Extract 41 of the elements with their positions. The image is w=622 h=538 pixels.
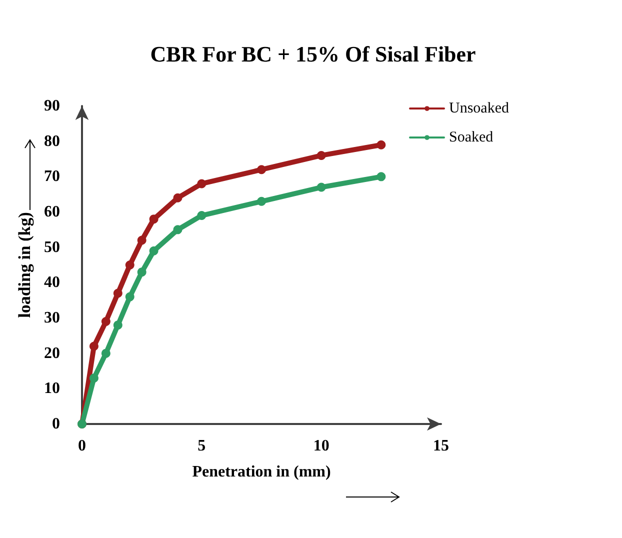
chart-title: CBR For BC + 15% Of Sisal Fiber [150, 42, 476, 66]
point [316, 182, 326, 192]
point [149, 214, 158, 224]
x-tick-label: 0 [78, 438, 86, 454]
x-axis-title: Penetration in (mm) [192, 464, 331, 480]
x-tick-label: 5 [198, 438, 206, 454]
point [137, 268, 146, 277]
point [113, 288, 122, 298]
y-tick-label: 80 [44, 132, 60, 150]
point [257, 165, 266, 174]
point [101, 348, 110, 358]
point [197, 179, 206, 188]
point [173, 225, 182, 234]
point [149, 246, 158, 256]
point [376, 172, 386, 182]
y-tick-label: 60 [44, 204, 60, 220]
point [125, 292, 134, 302]
point [89, 342, 98, 351]
legend-label: Unsoaked [449, 100, 510, 116]
legend-label: Soaked [449, 130, 494, 146]
point [173, 193, 182, 202]
y-tick-label: 10 [44, 380, 60, 398]
point [316, 150, 326, 160]
y-tick-label: 70 [44, 168, 60, 186]
point [89, 374, 98, 383]
x-tick-label: 10 [313, 438, 330, 454]
point [101, 317, 110, 326]
point [137, 236, 146, 245]
y-tick-label: 0 [52, 416, 60, 432]
point [113, 320, 122, 330]
y-tick-label: 90 [44, 98, 60, 114]
point [257, 196, 266, 206]
y-tick-label: 30 [44, 310, 60, 326]
point [125, 260, 134, 270]
y-axis-title: loading in (kg) [15, 212, 34, 318]
point [376, 140, 386, 150]
point [197, 211, 206, 220]
y-tick-label: 40 [44, 274, 60, 292]
y-tick-label: 50 [44, 238, 60, 256]
y-tick-label: 20 [44, 344, 60, 362]
x-tick-label: 15 [433, 438, 449, 454]
